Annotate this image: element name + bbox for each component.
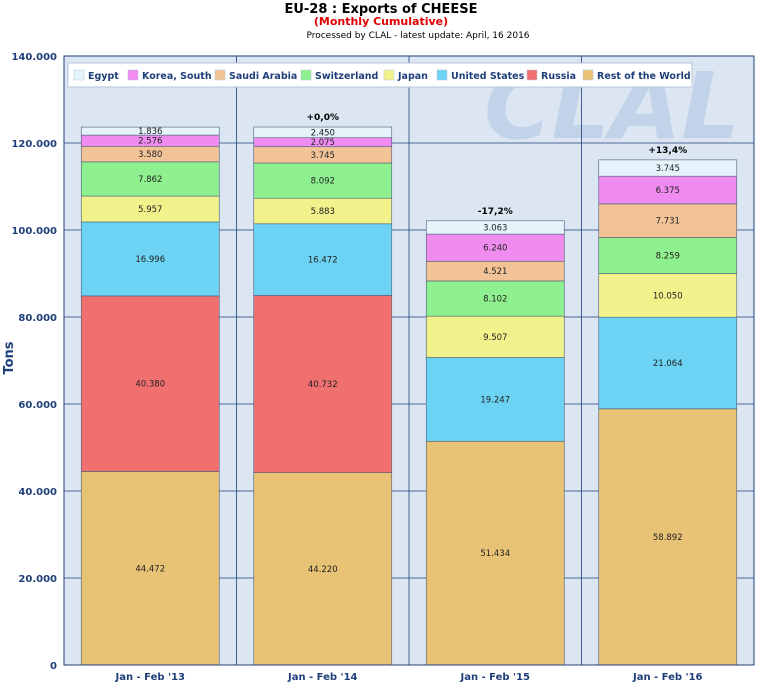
bar-segment [425, 280, 565, 317]
processed-by-note: Processed by CLAL - latest update: April… [306, 31, 529, 41]
change-label: -17,2% [478, 207, 513, 217]
data-label: 7.731 [656, 217, 680, 227]
bar-segment [598, 237, 738, 274]
data-label: 44.220 [308, 565, 338, 575]
y-tick-label: 100.000 [11, 226, 57, 237]
plot-border [63, 55, 755, 666]
data-label: 1.836 [138, 127, 162, 137]
legend-label: Saudi Arabia [229, 71, 297, 82]
bar-segment [80, 221, 220, 297]
chart-subtitle: (Monthly Cumulative) [314, 15, 448, 28]
data-label: 6.240 [483, 244, 507, 254]
legend-label: United States [451, 71, 525, 82]
bar-segment [253, 472, 393, 666]
y-tick-label: 120.000 [11, 139, 57, 150]
legend-swatch [436, 69, 448, 81]
data-label: 6.375 [656, 186, 680, 196]
y-tick-label: 60.000 [18, 400, 57, 411]
bar-segment [598, 408, 738, 666]
data-label: 3.745 [311, 151, 335, 161]
data-label: 40.380 [135, 380, 165, 390]
bar-segment [598, 203, 738, 238]
data-label: 3.745 [656, 164, 680, 174]
change-label: +13,4% [648, 146, 687, 156]
data-label: 7.862 [138, 175, 162, 185]
bar-segment [253, 126, 393, 138]
data-label: 3.063 [483, 223, 507, 233]
legend-label: Rest of the World [597, 71, 691, 82]
y-tick-label: 0 [50, 661, 57, 672]
legend-label: Korea, South [142, 71, 212, 82]
data-label: 16.996 [135, 255, 165, 265]
legend-label: Switzerland [315, 71, 378, 82]
y-tick-label: 140.000 [11, 52, 57, 63]
y-tick-label: 20.000 [18, 574, 57, 585]
data-label: 4.521 [483, 267, 507, 277]
x-tick-label: Jan - Feb '16 [632, 672, 703, 683]
legend-swatch [526, 69, 538, 81]
bar-segment [598, 175, 738, 205]
x-tick-label: Jan - Feb '15 [459, 672, 530, 683]
data-label: 58.892 [653, 533, 683, 543]
bar-segment [598, 316, 738, 410]
data-label: 5.883 [311, 207, 335, 217]
data-label: 8.259 [656, 252, 680, 262]
bar-segment [425, 220, 565, 235]
data-label: 9.507 [483, 333, 507, 343]
bar-segment [253, 162, 393, 199]
legend-swatch [300, 69, 312, 81]
bar-segment [425, 233, 565, 262]
data-label: 16.472 [308, 256, 338, 266]
data-label: 2.450 [311, 128, 335, 138]
bar-segment [425, 440, 565, 666]
data-label: 19.247 [480, 395, 510, 405]
data-label: 44.472 [135, 564, 165, 574]
bar-segment [253, 295, 393, 473]
bar-segment [80, 471, 220, 666]
x-tick-label: Jan - Feb '14 [287, 672, 358, 683]
legend: Egypt Korea, South Saudi Arabia Switzerland… [67, 62, 693, 88]
bar-segment [253, 223, 393, 296]
bar-segment [80, 295, 220, 472]
legend-label: Japan [397, 71, 428, 82]
y-axis-label: Tons [2, 341, 17, 374]
legend-label: Egypt [88, 71, 119, 82]
legend-label: Russia [541, 71, 576, 82]
data-label: 51.434 [480, 549, 510, 559]
bar-segment [425, 357, 565, 442]
bar-segment [598, 159, 738, 177]
bar-segment [598, 273, 738, 318]
data-label: 21.064 [653, 359, 683, 369]
data-label: 8.102 [483, 295, 507, 305]
legend-swatch [127, 69, 139, 81]
data-label: 3.580 [138, 150, 162, 160]
bar-segment [253, 197, 393, 225]
bar-segment [425, 315, 565, 358]
legend-swatch [214, 69, 226, 81]
legend-swatch [383, 69, 395, 81]
data-label: 2.075 [311, 138, 335, 148]
data-label: 8.092 [311, 177, 335, 187]
chart-title: EU-28 : Exports of CHEESE [284, 2, 477, 17]
plot-area: CLAL020.00040.00060.00080.000100.000120.… [11, 52, 755, 683]
data-label: 2.576 [138, 137, 162, 147]
x-tick-label: Jan - Feb '13 [114, 672, 185, 683]
y-tick-label: 40.000 [18, 487, 57, 498]
bar-segment [80, 126, 220, 136]
legend-swatch [582, 69, 594, 81]
change-label: +0,0% [306, 113, 339, 123]
legend-swatch [73, 69, 85, 81]
data-label: 40.732 [308, 380, 338, 390]
y-tick-label: 80.000 [18, 313, 57, 324]
data-label: 10.050 [653, 291, 683, 301]
data-label: 5.957 [138, 205, 162, 215]
